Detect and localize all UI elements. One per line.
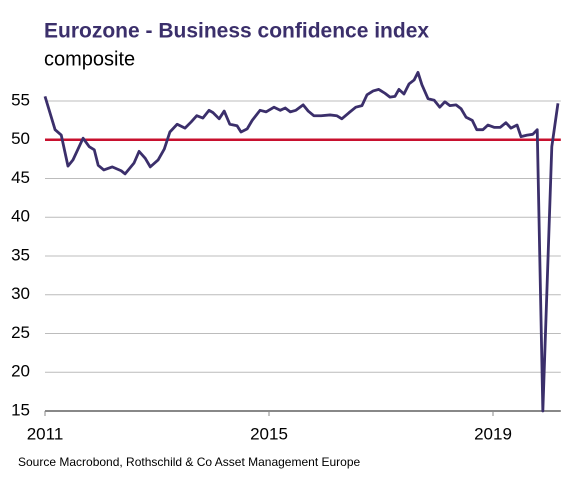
y-tick-label: 35 [11, 245, 30, 264]
y-tick-label: 30 [11, 284, 30, 303]
x-tick-label: 2011 [27, 424, 64, 443]
x-tick-label: 2015 [250, 424, 288, 443]
chart-subtitle: composite [44, 48, 135, 70]
y-tick-label: 40 [11, 207, 30, 226]
x-tick-label: 2019 [474, 424, 512, 443]
chart-title: Eurozone - Business confidence index [44, 20, 429, 43]
source-note: Source Macrobond, Rothschild & Co Asset … [18, 455, 361, 469]
y-tick-label: 20 [11, 362, 30, 381]
y-tick-label: 55 [11, 90, 30, 109]
y-tick-label: 45 [11, 168, 30, 187]
y-tick-label: 25 [11, 323, 30, 342]
data-line [43, 70, 560, 413]
y-tick-label: 15 [11, 400, 30, 419]
y-tick-label: 50 [11, 129, 30, 148]
